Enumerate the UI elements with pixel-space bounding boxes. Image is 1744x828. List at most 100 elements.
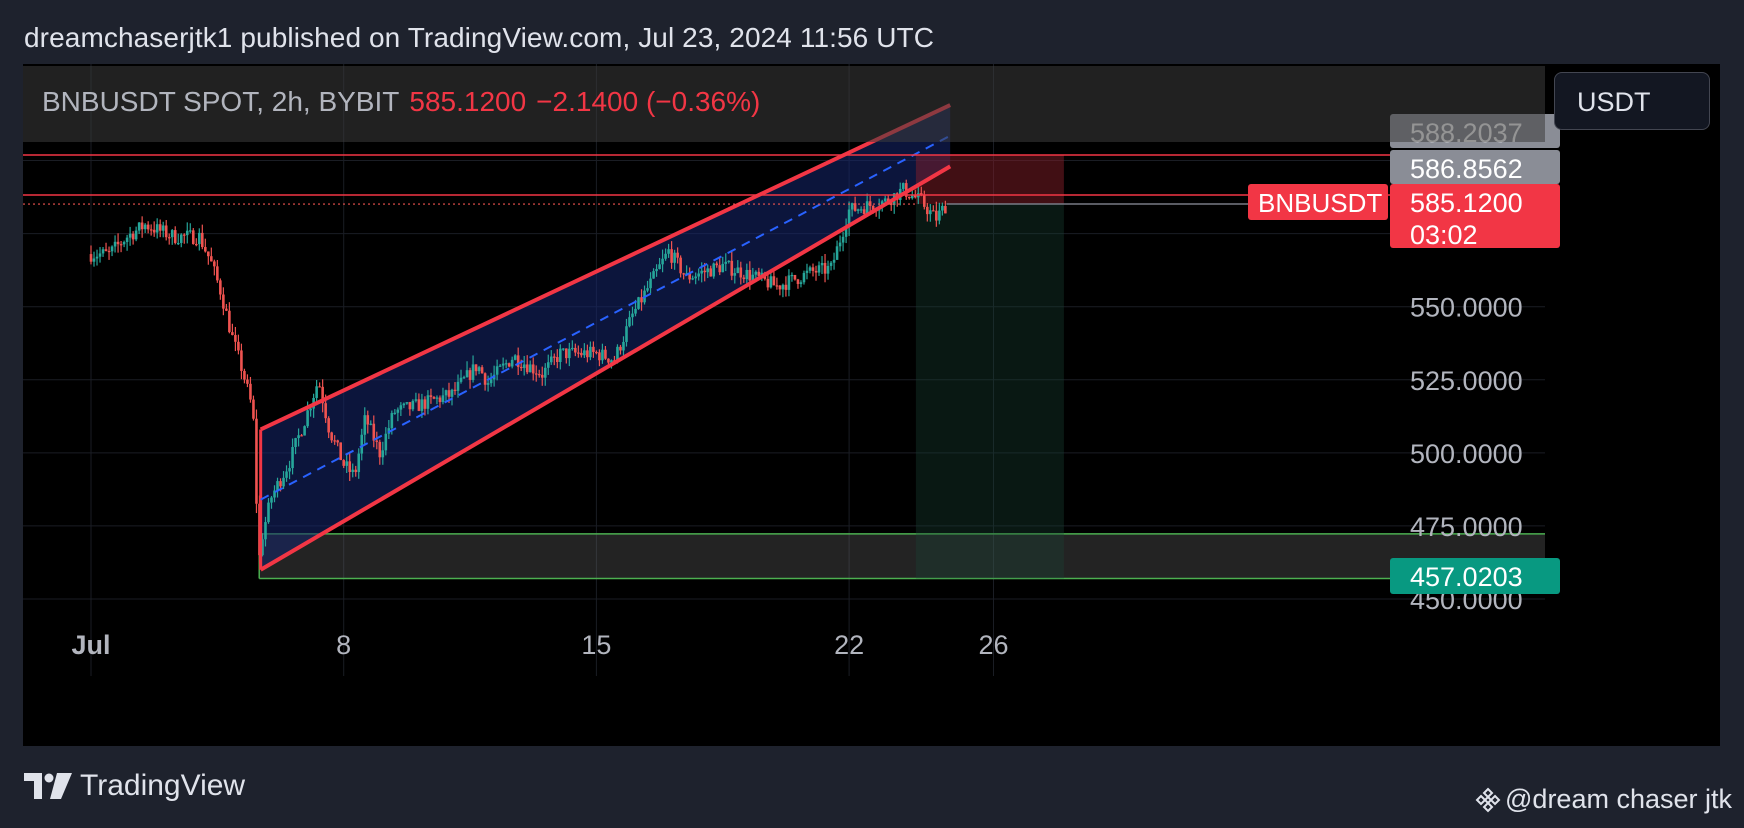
candle-body <box>592 346 595 352</box>
candle-body <box>167 237 171 239</box>
candle-body <box>823 262 827 274</box>
candle-body <box>324 403 327 419</box>
x-tick-label: 22 <box>834 630 864 660</box>
y-tick-label: 500.0000 <box>1410 439 1523 469</box>
candle-body <box>477 367 481 372</box>
candle-body <box>119 244 123 246</box>
x-tick-label: 26 <box>978 630 1008 660</box>
candle-body <box>252 399 255 419</box>
current-price-label: 585.1200 <box>1410 188 1523 218</box>
candle-body <box>137 222 141 231</box>
candle-body <box>152 229 156 233</box>
candle-body <box>459 377 463 382</box>
candle-body <box>850 203 854 210</box>
candle-body <box>474 364 478 372</box>
candle-body <box>598 352 601 361</box>
candle-body <box>405 402 409 404</box>
candle-body <box>204 247 207 252</box>
x-tick-label: 8 <box>336 630 351 660</box>
candle-body <box>625 326 628 342</box>
candle-body <box>814 270 818 273</box>
x-tick-label: 15 <box>581 630 611 660</box>
candle-body <box>826 265 830 274</box>
symbol-info[interactable]: BNBUSDT SPOT, 2h, BYBIT 585.1200 −2.1400 (… <box>42 86 760 118</box>
candle-body <box>471 364 475 380</box>
candle-body <box>213 261 216 267</box>
candle-body <box>303 426 306 436</box>
tradingview-logo[interactable]: TradingView <box>24 768 245 804</box>
candle-body <box>778 285 782 290</box>
candle-body <box>772 276 776 286</box>
candle-body <box>519 366 523 369</box>
x-tick-label: Jul <box>71 630 110 660</box>
candle-body <box>670 249 673 263</box>
candle-body <box>369 423 373 425</box>
candle-body <box>95 256 99 259</box>
candle-body <box>495 366 499 375</box>
candle-body <box>444 390 448 396</box>
candle-body <box>586 350 589 358</box>
candle-body <box>246 379 249 384</box>
candle-body <box>697 273 700 277</box>
candle-body <box>577 352 580 354</box>
candle-body <box>276 481 279 491</box>
candle-body <box>923 194 926 207</box>
candle-body <box>396 409 400 413</box>
candle-body <box>601 349 604 361</box>
candle-body <box>372 423 376 441</box>
candle-body <box>468 370 472 380</box>
candle-body <box>375 440 379 442</box>
currency-button[interactable]: USDT <box>1554 72 1710 130</box>
candle-body <box>480 367 484 374</box>
candle-body <box>516 355 520 367</box>
candle-body <box>829 262 833 266</box>
candle-body <box>712 263 716 277</box>
candle-body <box>158 224 162 231</box>
candle-body <box>820 262 824 266</box>
candle-body <box>134 230 138 240</box>
candle-body <box>883 198 887 202</box>
credit-text: @dream chaser jtk <box>1505 784 1732 814</box>
candle-body <box>483 373 487 385</box>
candle-body <box>191 230 195 244</box>
candle-body <box>565 348 568 359</box>
candle-body <box>110 246 114 252</box>
candle-body <box>288 468 291 472</box>
candle-body <box>270 497 273 503</box>
candle-body <box>113 241 117 247</box>
candle-body <box>216 266 219 281</box>
candle-body <box>182 234 186 236</box>
candle-body <box>775 285 779 287</box>
channel-fill <box>260 105 951 570</box>
candle-body <box>634 308 637 314</box>
price-chart[interactable]: 450.0000475.0000500.0000525.0000550.0000… <box>23 64 1720 746</box>
candle-body <box>622 341 625 351</box>
chart-area[interactable]: 450.0000 475.0000 500.0000 525.0000 550.0000… <box>23 64 1720 746</box>
candle-body <box>522 364 526 369</box>
candle-body <box>941 205 944 211</box>
candle-body <box>628 317 631 327</box>
candle-body <box>98 253 102 257</box>
candle-body <box>330 432 333 441</box>
candle-body <box>661 258 664 265</box>
candle-body <box>456 381 460 391</box>
candle-body <box>354 469 358 473</box>
candle-body <box>856 209 860 211</box>
y-tick-label: 550.0000 <box>1410 293 1523 323</box>
candle-body <box>128 233 132 238</box>
candle-body <box>486 383 490 385</box>
candle-body <box>534 373 538 375</box>
candle-body <box>688 273 691 280</box>
candle-body <box>799 282 803 284</box>
ticker-tag: BNBUSDT <box>1258 188 1382 218</box>
candle-body <box>201 232 204 248</box>
candle-body <box>315 386 318 398</box>
candle-body <box>384 433 388 451</box>
candle-body <box>393 412 397 414</box>
candle-body <box>297 435 300 439</box>
candle-body <box>589 346 592 358</box>
candle-body <box>790 274 794 277</box>
candle-body <box>868 201 872 206</box>
candle-body <box>378 441 382 458</box>
price-label-2: 586.8562 <box>1410 154 1523 184</box>
